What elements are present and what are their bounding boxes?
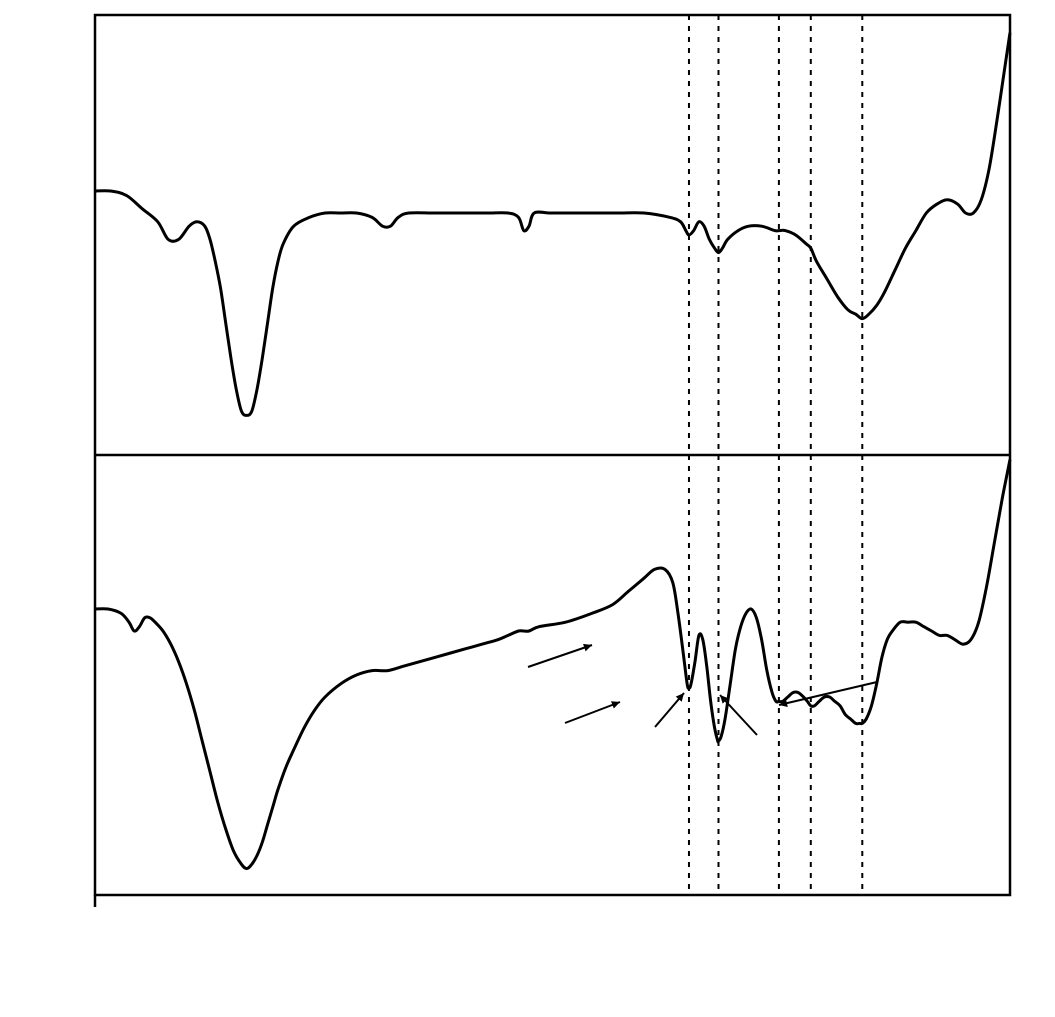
arrow-head [583, 644, 592, 651]
top-curve [95, 33, 1010, 416]
arrow-line [528, 645, 592, 667]
ftir-chart [0, 0, 1055, 1017]
bottom-curve [95, 459, 1010, 868]
arrow-line [565, 702, 620, 723]
